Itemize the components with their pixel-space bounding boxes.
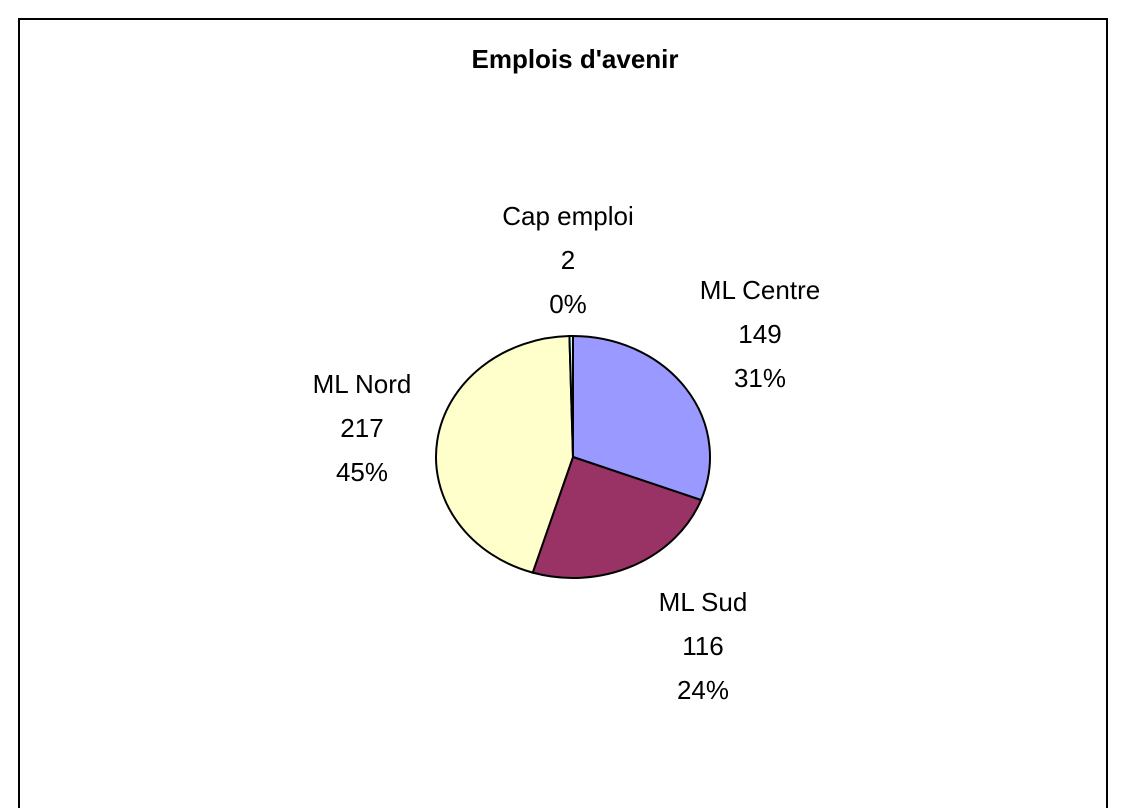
slice-label-value: 149 <box>738 319 781 349</box>
slice-label-name: ML Centre <box>700 275 820 305</box>
pie-slice <box>568 334 574 458</box>
slice-label-name: ML Nord <box>313 369 412 399</box>
slice-label-percent: 0% <box>549 289 587 319</box>
pie-slice <box>531 455 703 579</box>
pie-slice <box>435 335 575 574</box>
slice-label-name: ML Sud <box>659 587 748 617</box>
slice-label-value: 2 <box>561 245 575 275</box>
slice-label-value: 116 <box>682 631 723 661</box>
slice-label-percent: 45% <box>336 457 388 487</box>
slice-label-name: Cap emploi <box>502 201 634 231</box>
pie-slice <box>572 334 711 502</box>
chart-title: Emplois d'avenir <box>471 44 678 74</box>
slice-label-percent: 31% <box>734 363 786 393</box>
slice-label-value: 217 <box>340 413 383 443</box>
slice-label-percent: 24% <box>677 675 729 705</box>
